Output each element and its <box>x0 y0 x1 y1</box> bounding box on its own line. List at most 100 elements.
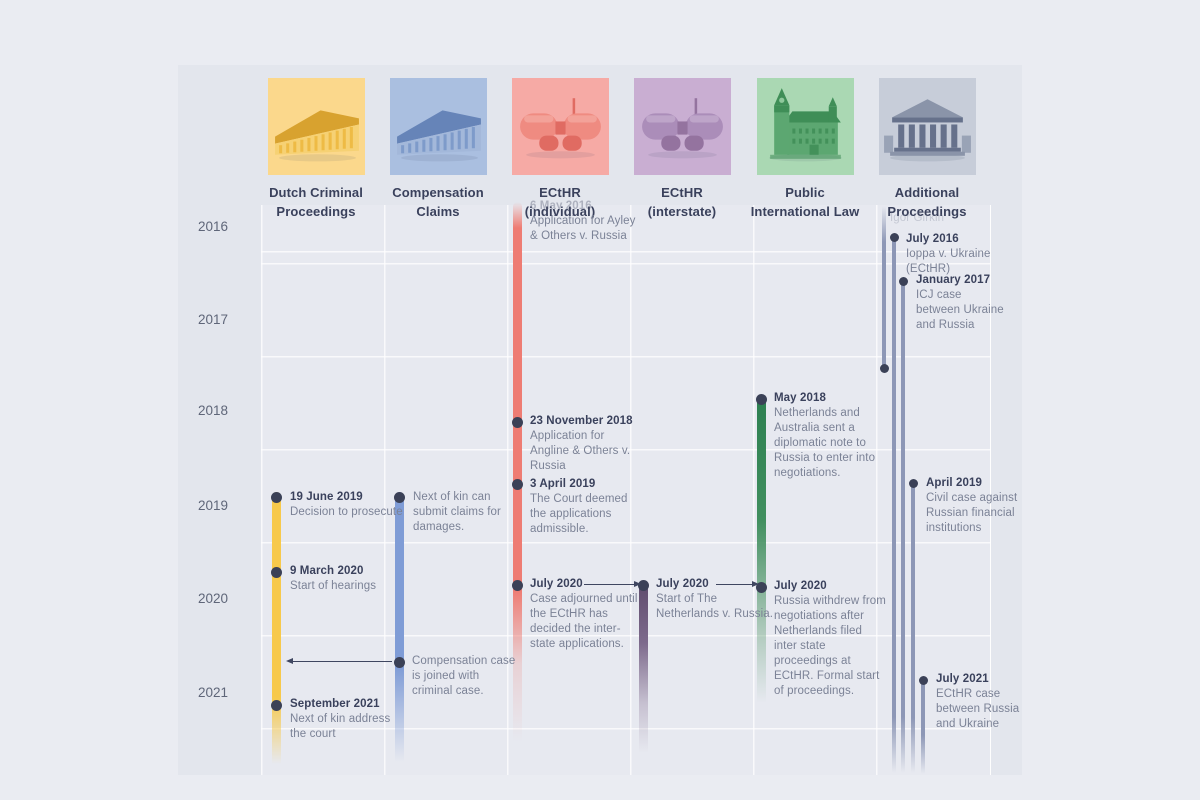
event-admissible: 3 April 2019 The Court deemed the applic… <box>530 477 640 537</box>
column-icon-box <box>389 78 487 175</box>
event-adjourned: July 2020 Case adjourned until the ECtHR… <box>530 577 638 652</box>
icj-bar <box>901 281 905 773</box>
column-icon-box <box>633 78 731 175</box>
event-diplomatic-note: May 2018 Netherlands and Australia sent … <box>774 391 886 481</box>
event-date: May 2018 <box>774 392 826 404</box>
year-label-2017: 2017 <box>197 312 228 327</box>
event-dot <box>270 699 282 711</box>
event-description: Decision to prosecute <box>290 506 403 518</box>
event-icj-case: January 2017 ICJ case between Ukraine an… <box>916 273 1004 333</box>
event-date: July 2016 <box>906 233 959 245</box>
event-ayley-application: 6 May 2016 Application for Ayley & Other… <box>530 199 646 244</box>
event-description: Application for Angline & Others v. Russ… <box>530 430 631 472</box>
event-description: Compensation case is joined with crimina… <box>412 655 516 697</box>
ecthr-individual-bar <box>513 202 522 750</box>
column-label-line2: Proceedings <box>887 203 967 219</box>
event-dot <box>511 478 523 490</box>
event-date: 6 May 2016 <box>530 200 592 212</box>
event-dot <box>393 491 405 503</box>
column-label-line2: Claims <box>416 203 460 219</box>
compensation-bar <box>395 492 404 770</box>
column-label: Additional Proceedings <box>887 184 966 222</box>
arrow-interstate-to-pil <box>716 580 759 587</box>
event-date: September 2021 <box>290 698 380 710</box>
column-label-line2: (interstate) <box>647 203 717 219</box>
event-dot <box>918 675 928 685</box>
year-label-2018: 2018 <box>197 403 228 418</box>
event-dot <box>393 656 405 668</box>
event-ioppa: July 2016 Ioppa v. Ukraine (ECtHR) <box>906 232 996 277</box>
event-date: 9 March 2020 <box>290 565 364 577</box>
event-description: ECtHR case between Russia and Ukraine <box>936 688 1020 730</box>
column-label-line1: ECtHR <box>539 185 581 200</box>
column-label-line2: Proceedings <box>276 203 356 219</box>
event-dot <box>511 416 523 428</box>
girkin-bar <box>882 206 886 368</box>
arrow-head-icon <box>634 580 641 587</box>
event-dot <box>270 491 282 503</box>
event-dot <box>889 232 899 242</box>
event-russia-withdrew: July 2020 Russia withdrew from negotiati… <box>774 579 886 699</box>
event-description: Start of hearings <box>290 580 377 592</box>
event-description: Netherlands and Australia sent a diploma… <box>774 407 876 479</box>
event-angline-application: 23 November 2018 Application for Angline… <box>530 414 646 474</box>
ecthr-building-icon <box>519 98 601 159</box>
timeline-grid-area <box>261 205 991 775</box>
event-date: July 2020 <box>656 578 709 590</box>
courthouse-building-icon <box>274 110 359 162</box>
column-label: ECtHR (interstate) <box>648 184 716 222</box>
courthouse-building-icon <box>396 110 481 162</box>
classical-court-icon <box>883 99 971 162</box>
event-compensation-joined: Compensation case is joined with crimina… <box>412 654 520 699</box>
event-description: The Court deemed the applications admiss… <box>530 493 628 535</box>
ecthr-interstate-bar <box>639 581 648 759</box>
event-description: Civil case against Russian financial ins… <box>926 492 1018 534</box>
ecthr-2021-bar <box>921 680 925 774</box>
year-label-2016: 2016 <box>197 219 228 234</box>
event-description: Igor Girkin <box>890 212 945 224</box>
column-header-ecthr-interstate: ECtHR (interstate) <box>622 78 742 222</box>
column-label: Compensation Claims <box>392 184 483 222</box>
arrow-head-icon <box>752 580 759 587</box>
event-start-of-hearings: 9 March 2020 Start of hearings <box>290 564 408 594</box>
column-header-additional-proceedings: Additional Proceedings <box>867 78 987 222</box>
column-label-line2: (individual) <box>524 203 596 219</box>
event-date: July 2021 <box>936 673 989 685</box>
column-icon-box <box>756 78 854 175</box>
event-dot <box>908 478 918 488</box>
column-icon-box <box>511 78 609 175</box>
arrow-individual-to-interstate <box>584 580 641 587</box>
column-label-line1: Compensation <box>392 185 484 200</box>
event-date: 19 June 2019 <box>290 491 363 503</box>
column-label-line2: International Law <box>750 203 860 219</box>
column-header-compensation-claims: Compensation Claims <box>378 78 498 222</box>
event-dot <box>637 579 649 591</box>
arrow-head-icon <box>286 657 293 664</box>
year-label-2021: 2021 <box>197 685 228 700</box>
column-label: Dutch Criminal Proceedings <box>269 184 363 222</box>
event-decision-to-prosecute: 19 June 2019 Decision to prosecute <box>290 490 408 520</box>
event-dot <box>879 363 889 373</box>
ioppa-bar <box>892 237 896 773</box>
event-date: April 2019 <box>926 477 982 489</box>
event-date: July 2020 <box>774 580 827 592</box>
year-label-2019: 2019 <box>197 498 228 513</box>
event-description: Ioppa v. Ukraine (ECtHR) <box>906 248 991 275</box>
column-icon-box <box>878 78 976 175</box>
dutch-criminal-bar <box>272 492 281 770</box>
column-header-public-international-law: Public International Law <box>745 78 865 222</box>
event-claims-for-damages: Next of kin can submit claims for damage… <box>413 490 517 535</box>
event-description: Russia withdrew from negotiations after … <box>774 595 886 697</box>
event-description: Next of kin can submit claims for damage… <box>413 491 501 533</box>
event-next-of-kin-address: September 2021 Next of kin address the c… <box>290 697 402 742</box>
column-label: Public International Law <box>751 184 860 222</box>
event-dot <box>755 393 767 405</box>
event-dot <box>511 579 523 591</box>
event-description: ICJ case between Ukraine and Russia <box>916 289 1004 331</box>
event-date: 23 November 2018 <box>530 415 633 427</box>
event-dot <box>898 276 908 286</box>
event-description: Case adjourned until the ECtHR has decid… <box>530 593 638 650</box>
arrow-compensation-to-criminal <box>286 657 392 664</box>
event-description: Next of kin address the court <box>290 713 391 740</box>
